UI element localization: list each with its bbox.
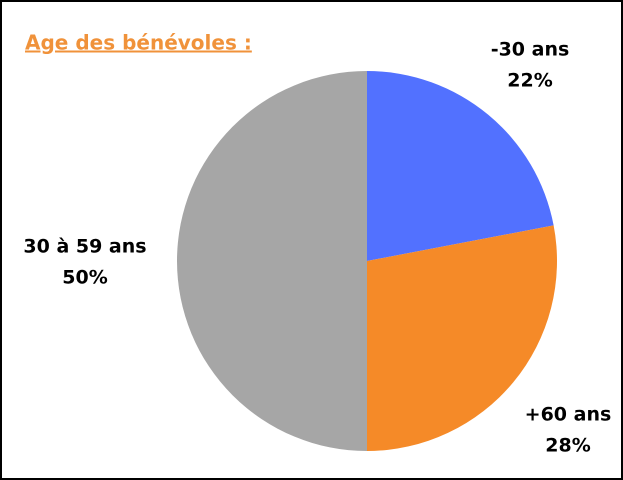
slice-value-label: 28% <box>545 435 590 457</box>
pie-slice <box>177 71 367 451</box>
slice-label: -30 ans <box>491 39 570 61</box>
pie-slice <box>367 71 554 261</box>
slice-value-label: 50% <box>62 267 107 289</box>
slice-label: 30 à 59 ans <box>23 236 146 258</box>
pie-slice <box>367 225 557 451</box>
slice-value-label: 22% <box>507 70 552 92</box>
chart-title: Age des bénévoles : <box>25 31 252 55</box>
slice-label: +60 ans <box>525 404 612 426</box>
